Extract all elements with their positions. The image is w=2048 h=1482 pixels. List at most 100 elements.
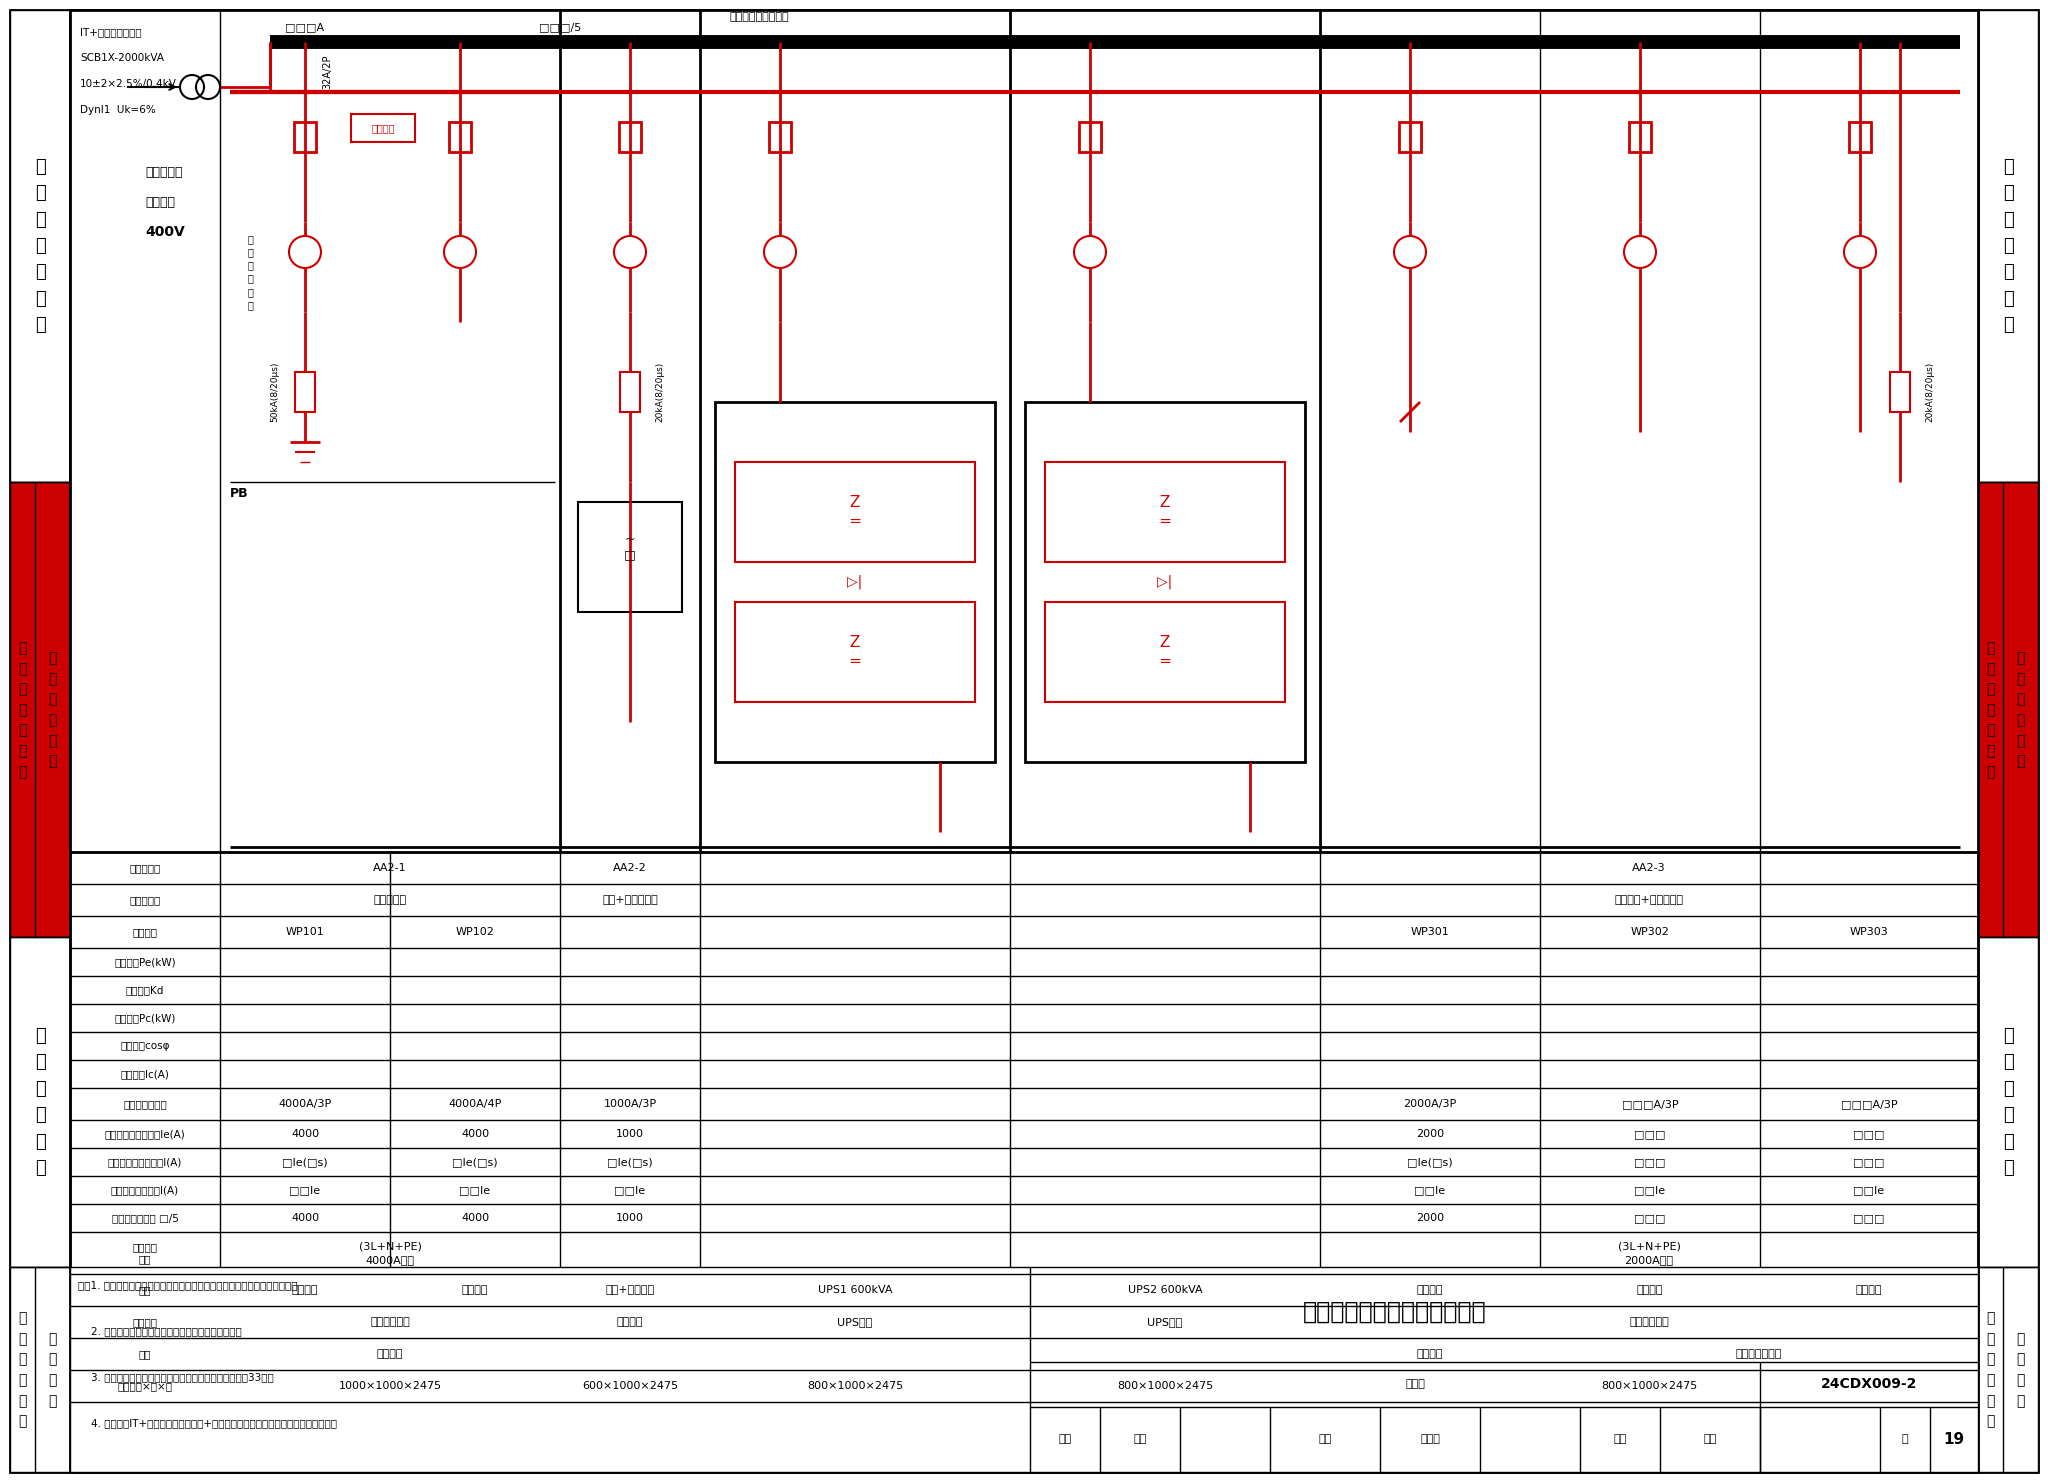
Bar bbox=[1978, 10, 2038, 482]
Text: 1000A/3P: 1000A/3P bbox=[604, 1100, 657, 1109]
Text: AA2-1: AA2-1 bbox=[373, 863, 408, 873]
Text: □□□: □□□ bbox=[1634, 1129, 1665, 1140]
Text: UPS2 600kVA: UPS2 600kVA bbox=[1128, 1285, 1202, 1295]
Text: 监控系统: 监控系统 bbox=[133, 1317, 158, 1326]
Text: 设
计
与
安
装
要
点: 设 计 与 安 装 要 点 bbox=[35, 157, 45, 335]
Text: Z
═: Z ═ bbox=[850, 636, 860, 668]
Text: □□□: □□□ bbox=[1853, 1212, 1884, 1223]
Text: 2000: 2000 bbox=[1415, 1129, 1444, 1140]
Text: □□Ie: □□Ie bbox=[289, 1186, 322, 1194]
Text: 维修旁路+市电馈线柜: 维修旁路+市电馈线柜 bbox=[1614, 895, 1683, 906]
Text: □□Ie: □□Ie bbox=[459, 1186, 492, 1194]
Text: 一次系统图: 一次系统图 bbox=[145, 166, 182, 178]
Text: 需要系数Kd: 需要系数Kd bbox=[125, 986, 164, 994]
Bar bbox=[578, 502, 682, 612]
Text: 冷
却
空
调
系
统: 冷 却 空 调 系 统 bbox=[1987, 1312, 1995, 1429]
Text: 20kA(8/20μs): 20kA(8/20μs) bbox=[655, 362, 664, 422]
Text: □□Ie: □□Ie bbox=[1853, 1186, 1884, 1194]
Text: 设
计
与
安
装
要
点: 设 计 与 安 装 要 点 bbox=[2003, 157, 2013, 335]
Text: ▷|: ▷| bbox=[848, 575, 862, 590]
Text: 设备容量Pe(kW): 设备容量Pe(kW) bbox=[115, 957, 176, 966]
Bar bbox=[1044, 462, 1284, 562]
Text: 电缆型号
规格: 电缆型号 规格 bbox=[133, 1242, 158, 1264]
Text: 4000: 4000 bbox=[461, 1129, 489, 1140]
Text: □□□A/3P: □□□A/3P bbox=[1841, 1100, 1896, 1109]
Bar bbox=[1849, 122, 1872, 153]
Bar bbox=[1079, 122, 1102, 153]
Bar bbox=[1978, 1267, 2038, 1472]
Text: 进线输入: 进线输入 bbox=[291, 1285, 317, 1295]
Text: 用途: 用途 bbox=[139, 1285, 152, 1295]
Text: 维修旁路: 维修旁路 bbox=[1417, 1285, 1444, 1295]
Bar bbox=[449, 122, 471, 153]
Text: 4000: 4000 bbox=[291, 1129, 319, 1140]
Bar bbox=[1024, 402, 1305, 762]
Text: 尺寸：宽×高×深: 尺寸：宽×高×深 bbox=[117, 1381, 172, 1392]
Text: 电
力
模
块
及
其: 电 力 模 块 及 其 bbox=[2015, 652, 2023, 769]
Bar bbox=[350, 114, 416, 142]
Text: 24CDX009-2: 24CDX009-2 bbox=[1821, 1377, 1917, 1392]
Text: 监控单元: 监控单元 bbox=[616, 1317, 643, 1326]
Text: 400V: 400V bbox=[145, 225, 184, 239]
Text: 19: 19 bbox=[1944, 1432, 1964, 1446]
Text: UPS主控: UPS主控 bbox=[838, 1317, 872, 1326]
Text: 变
压
器
避
雷
器: 变 压 器 避 雷 器 bbox=[248, 234, 254, 310]
Text: □□Ie: □□Ie bbox=[1634, 1186, 1665, 1194]
Text: 无功+谐波补偿: 无功+谐波补偿 bbox=[606, 1285, 655, 1295]
Text: 页: 页 bbox=[1903, 1435, 1909, 1445]
Text: UPS主控: UPS主控 bbox=[1147, 1317, 1182, 1326]
Text: 图集号: 图集号 bbox=[1405, 1378, 1425, 1389]
Text: □□Ie: □□Ie bbox=[614, 1186, 645, 1194]
Text: 计算容量Pc(kW): 计算容量Pc(kW) bbox=[115, 1014, 176, 1023]
Text: 开关柜柜型: 开关柜柜型 bbox=[129, 895, 160, 906]
Bar bbox=[715, 402, 995, 762]
Text: □□Ie: □□Ie bbox=[1415, 1186, 1446, 1194]
Text: 智
能
化
管
理
系
统: 智 能 化 管 理 系 统 bbox=[1987, 642, 1995, 780]
Text: 馈线开关: 馈线开关 bbox=[1855, 1285, 1882, 1295]
Text: 长延时保护整定电流Ie(A): 长延时保护整定电流Ie(A) bbox=[104, 1129, 186, 1140]
Text: 额定电压: 额定电压 bbox=[145, 196, 174, 209]
Text: 短延时保护整定电流I(A): 短延时保护整定电流I(A) bbox=[109, 1157, 182, 1166]
Text: WP303: WP303 bbox=[1849, 928, 1888, 937]
Bar bbox=[1978, 937, 2038, 1267]
Text: □Ie(□s): □Ie(□s) bbox=[453, 1157, 498, 1166]
Text: 备注: 备注 bbox=[139, 1349, 152, 1359]
Bar bbox=[10, 1267, 70, 1472]
Bar bbox=[621, 372, 639, 412]
Text: 柜级监控单元: 柜级监控单元 bbox=[371, 1317, 410, 1326]
Bar bbox=[1890, 372, 1911, 412]
Text: 孙兰: 孙兰 bbox=[1133, 1435, 1147, 1445]
Text: 设计: 设计 bbox=[1614, 1435, 1626, 1445]
Text: Z
═: Z ═ bbox=[1159, 636, 1169, 668]
Bar bbox=[70, 1267, 1978, 1472]
Bar bbox=[295, 372, 315, 412]
Text: 800×1000×2475: 800×1000×2475 bbox=[1602, 1381, 1698, 1392]
Text: 电气联锁: 电气联锁 bbox=[371, 123, 395, 133]
Text: □□□A: □□□A bbox=[285, 22, 324, 33]
Text: ▷|: ▷| bbox=[1157, 575, 1174, 590]
Text: PB: PB bbox=[229, 488, 248, 499]
Text: 瞬动保护整定电流I(A): 瞬动保护整定电流I(A) bbox=[111, 1186, 178, 1194]
Text: □□□: □□□ bbox=[1634, 1212, 1665, 1223]
Bar bbox=[1399, 122, 1421, 153]
Text: 陈波: 陈波 bbox=[1704, 1435, 1716, 1445]
Text: □□□: □□□ bbox=[1853, 1157, 1884, 1166]
Text: 间
接
蒸
发: 间 接 蒸 发 bbox=[47, 1332, 55, 1408]
Text: (3L+N+PE)
2000A铜排: (3L+N+PE) 2000A铜排 bbox=[1618, 1242, 1681, 1264]
Text: 功率因数cosφ: 功率因数cosφ bbox=[121, 1040, 170, 1051]
Text: 2. 每台馈线柜内断路器规格、数量由工程设计确定。: 2. 每台馈线柜内断路器规格、数量由工程设计确定。 bbox=[78, 1326, 242, 1335]
Text: 4. 本示例为IT+动力（电子信息设备+支持和辅助设备）电力模块低压配电系统图。: 4. 本示例为IT+动力（电子信息设备+支持和辅助设备）电力模块低压配电系统图。 bbox=[78, 1418, 338, 1429]
Text: 间
接
蒸
发: 间 接 蒸 发 bbox=[2015, 1332, 2023, 1408]
Text: WP101: WP101 bbox=[285, 928, 324, 937]
Text: 4000A/4P: 4000A/4P bbox=[449, 1100, 502, 1109]
Bar bbox=[735, 602, 975, 702]
Text: 冷
却
空
调
系
统: 冷 却 空 调 系 统 bbox=[18, 1312, 27, 1429]
Text: 600×1000×2475: 600×1000×2475 bbox=[582, 1381, 678, 1392]
Text: 三段保护: 三段保护 bbox=[377, 1349, 403, 1359]
Text: 断路器型号规格: 断路器型号规格 bbox=[123, 1100, 166, 1109]
Text: 智
能
化
管
理
系
统: 智 能 化 管 理 系 统 bbox=[18, 642, 27, 780]
Text: WP302: WP302 bbox=[1630, 928, 1669, 937]
Text: IT+动力配电变压器: IT+动力配电变压器 bbox=[80, 27, 141, 37]
Bar bbox=[1628, 122, 1651, 153]
Text: AA2-3: AA2-3 bbox=[1632, 863, 1665, 873]
